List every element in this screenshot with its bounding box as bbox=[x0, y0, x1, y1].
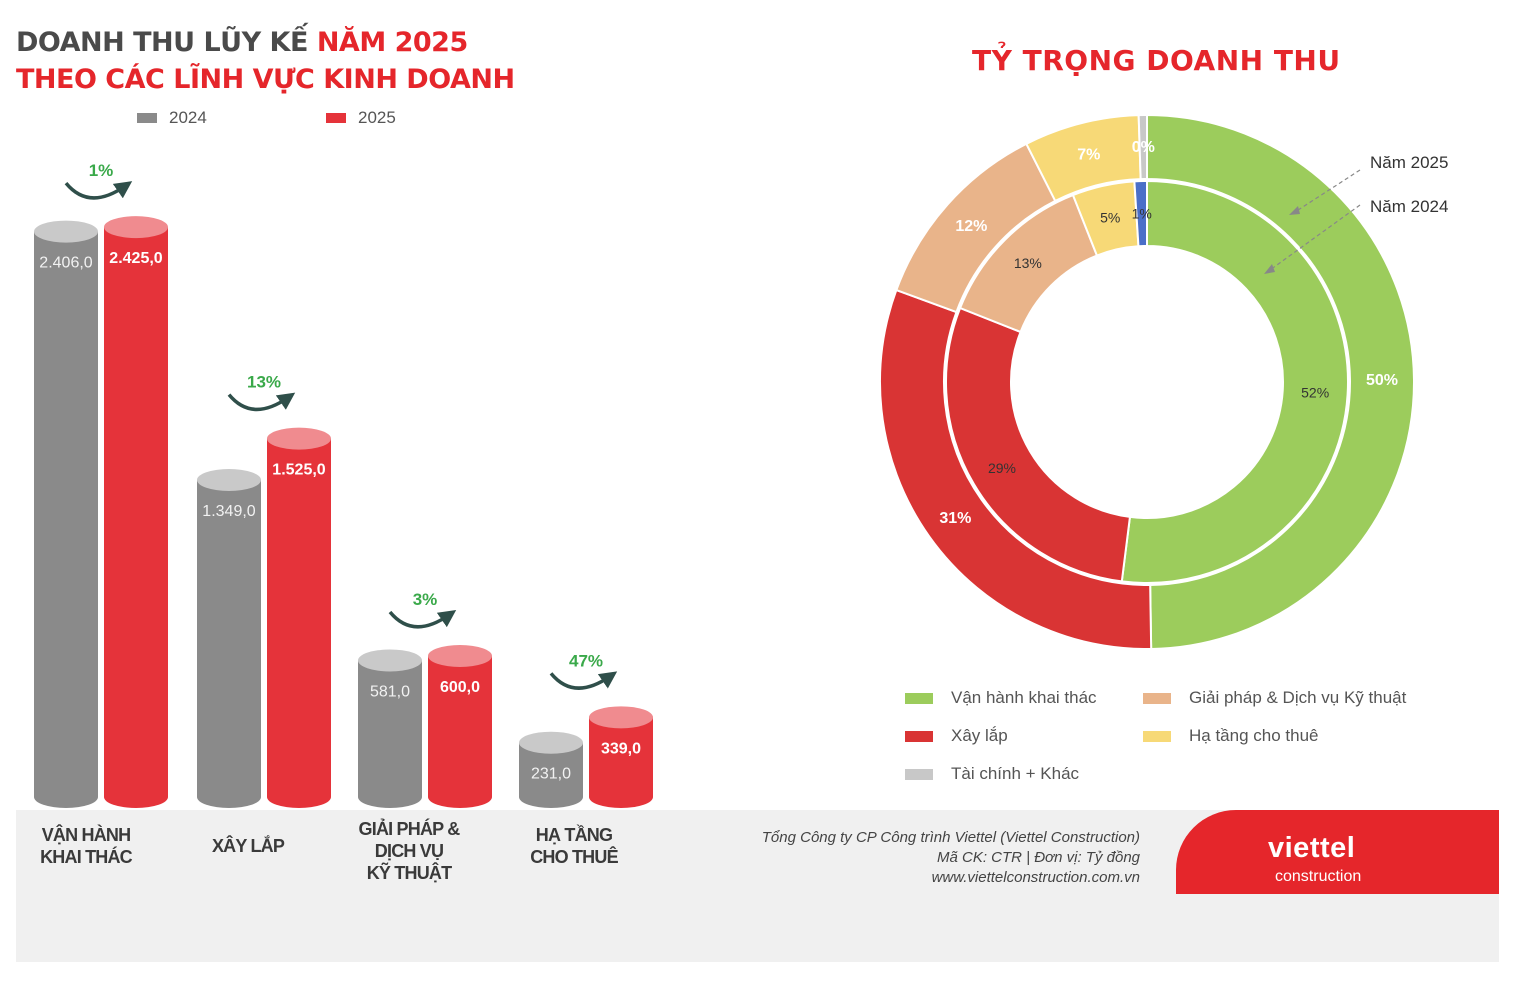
footer-stock-unit: Mã CK: CTR | Đơn vị: Tỷ đồng bbox=[936, 849, 1140, 866]
pie-slice-label: 5% bbox=[1100, 210, 1120, 226]
pie-slice-label: 12% bbox=[955, 218, 987, 235]
pie-legend-item-0: Vận hành khai thác bbox=[905, 688, 1097, 708]
bar-value-label: 231,0 bbox=[531, 766, 571, 783]
pie-slice-label: 52% bbox=[1301, 385, 1329, 401]
bar-2025-1 bbox=[267, 427, 331, 808]
growth-arrow-icon bbox=[64, 181, 133, 200]
outer-ring-pointer bbox=[1294, 169, 1361, 213]
bar-value-label: 2.406,0 bbox=[39, 255, 92, 272]
pie-legend-label-3: Hạ tầng cho thuê bbox=[1189, 726, 1319, 745]
pie-slice-label: 29% bbox=[988, 460, 1016, 476]
bar-value-label: 1.349,0 bbox=[202, 503, 255, 520]
brand-subtitle: construction bbox=[1275, 868, 1362, 885]
pie-slice-2025-1 bbox=[879, 288, 1153, 650]
pie-slice-label: 0% bbox=[1132, 139, 1155, 156]
pie-slice-label: 1% bbox=[1132, 206, 1152, 222]
legend-label-2024: 2024 bbox=[169, 108, 207, 127]
pie-slice-label: 31% bbox=[939, 510, 971, 527]
bar-2025-2 bbox=[428, 645, 492, 808]
category-label-1: XÂY LẮP bbox=[211, 836, 285, 856]
growth-arrow-icon bbox=[227, 392, 296, 412]
pie-slice-2024-1 bbox=[945, 306, 1132, 583]
bar-chart: 2.406,0 2.425,0 1% 1.349,0 1.525,0 13% 581,0 60… bbox=[34, 161, 653, 809]
legend-item-2025: 2025 bbox=[326, 108, 396, 128]
ring-label-outer: Năm 2025 bbox=[1370, 153, 1448, 172]
legend-swatch-2025 bbox=[326, 113, 346, 123]
pie-slice-label: 50% bbox=[1366, 372, 1398, 389]
title-line1-a: DOANH THU LŨY KẾ bbox=[16, 27, 317, 58]
legend-label-2025: 2025 bbox=[358, 108, 396, 127]
category-label-0: VẬN HÀNH KHAI THÁC bbox=[40, 825, 133, 867]
category-label-2: GIẢI PHÁP & DỊCH VỤ KỸ THUẬT bbox=[358, 819, 461, 883]
pie-title: TỶ TRỌNG DOANH THU bbox=[972, 44, 1341, 77]
title-line2: THEO CÁC LĨNH VỰC KINH DOANH bbox=[16, 64, 515, 95]
bar-value-label: 339,0 bbox=[601, 740, 641, 757]
bar-2024-2 bbox=[358, 649, 422, 808]
pie-legend-label-1: Giải pháp & Dịch vụ Kỹ thuật bbox=[1189, 688, 1407, 707]
ring-label-inner: Năm 2024 bbox=[1370, 197, 1448, 216]
bar-value-label: 581,0 bbox=[370, 683, 410, 700]
bar-2024-1 bbox=[197, 468, 261, 808]
pie-legend-swatch-3 bbox=[1143, 730, 1171, 742]
pie-chart: 50% 31% 12% 7% 0% 52% 29% 13% 5% 1% Năm 2025 Năm … bbox=[879, 113, 1448, 650]
legend-item-2024: 2024 bbox=[137, 108, 207, 128]
category-label-3: HẠ TẦNG CHO THUÊ bbox=[530, 825, 618, 867]
growth-label: 1% bbox=[89, 161, 114, 180]
legend-swatch-2024 bbox=[137, 113, 157, 123]
bar-value-label: 2.425,0 bbox=[109, 250, 162, 267]
footer-website[interactable]: www.viettelconstruction.com.vn bbox=[931, 869, 1140, 886]
bar-2025-3 bbox=[589, 706, 653, 808]
pie-legend-swatch-0 bbox=[905, 692, 933, 704]
pie-legend-label-4: Tài chính + Khác bbox=[951, 764, 1080, 783]
brand-logo: viettel construction bbox=[1176, 810, 1499, 894]
pie-slice-2024-0 bbox=[1120, 179, 1350, 584]
brand-name: viettel bbox=[1268, 832, 1356, 864]
pie-legend-item-1: Giải pháp & Dịch vụ Kỹ thuật bbox=[1143, 688, 1406, 708]
pie-legend-label-0: Vận hành khai thác bbox=[951, 688, 1097, 707]
pie-legend-swatch-4 bbox=[905, 768, 933, 780]
pie-slice-2025-4 bbox=[1137, 113, 1148, 181]
title-line1-b: NĂM 2025 bbox=[316, 27, 468, 58]
pie-legend-label-2: Xây lắp bbox=[951, 726, 1008, 745]
chart-title: DOANH THU LŨY KẾ NĂM 2025 THEO CÁC LĨNH … bbox=[16, 24, 515, 98]
pie-legend-item-4: Tài chính + Khác bbox=[905, 764, 1079, 784]
growth-arrow-icon bbox=[549, 671, 618, 690]
pie-legend-item-3: Hạ tầng cho thuê bbox=[1143, 726, 1318, 746]
bar-2024-0 bbox=[34, 220, 98, 809]
inner-ring-pointer bbox=[1269, 204, 1361, 271]
growth-label: 47% bbox=[569, 651, 603, 670]
footer-company: Tổng Công ty CP Công trình Viettel (Viet… bbox=[761, 829, 1140, 846]
bar-value-label: 600,0 bbox=[440, 679, 480, 696]
bar-2025-0 bbox=[104, 216, 168, 808]
pie-slice-label: 7% bbox=[1077, 146, 1100, 163]
growth-label: 3% bbox=[413, 590, 438, 609]
growth-label: 13% bbox=[247, 373, 281, 392]
pie-legend-item-2: Xây lắp bbox=[905, 726, 1008, 746]
bar-2024-3 bbox=[519, 731, 583, 808]
growth-arrow-icon bbox=[388, 610, 457, 629]
pie-legend-swatch-2 bbox=[905, 730, 933, 742]
bar-value-label: 1.525,0 bbox=[272, 462, 325, 479]
pie-slice-2025-0 bbox=[1146, 113, 1415, 650]
pie-slice-2024-4 bbox=[1133, 179, 1148, 248]
pie-slice-label: 13% bbox=[1014, 255, 1042, 271]
footer-info: Tổng Công ty CP Công trình Viettel (Viet… bbox=[762, 828, 1140, 888]
pie-legend-swatch-1 bbox=[1143, 692, 1171, 704]
